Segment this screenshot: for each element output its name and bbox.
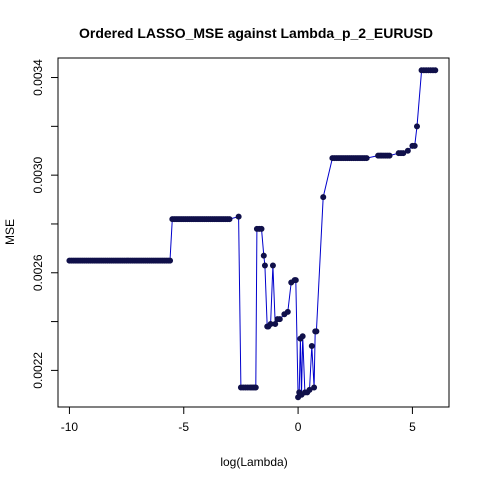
y-tick-label: 0.0022 (31, 352, 45, 389)
data-point (308, 342, 315, 349)
data-point (276, 316, 283, 323)
y-axis: 0.0022 0.0026 0.0030 0.0034 (31, 59, 58, 389)
data-point (432, 67, 439, 74)
data-point (400, 150, 407, 157)
data-point (269, 262, 276, 269)
data-point (363, 155, 370, 162)
series-points (66, 67, 439, 401)
data-point (386, 152, 393, 159)
x-tick-label: -5 (178, 420, 189, 434)
data-point (404, 147, 411, 154)
y-tick-label: 0.0026 (31, 254, 45, 291)
data-point (226, 216, 233, 223)
data-point (313, 328, 320, 335)
chart-title: Ordered LASSO_MSE against Lambda_p_2_EUR… (79, 25, 433, 41)
data-point (299, 333, 306, 340)
data-point (252, 384, 259, 391)
data-point (261, 262, 268, 269)
x-tick-label: 5 (409, 420, 416, 434)
y-axis-label: MSE (3, 219, 17, 245)
data-point (167, 257, 174, 264)
y-tick-label: 0.0034 (31, 59, 45, 96)
data-point (292, 277, 299, 284)
y-tick-label: 0.0030 (31, 156, 45, 193)
x-tick-label: -10 (61, 420, 79, 434)
data-point (413, 123, 420, 130)
data-point (411, 142, 418, 149)
x-axis-label: log(Lambda) (220, 455, 287, 469)
data-point (260, 252, 267, 259)
data-point (320, 194, 327, 201)
x-tick-label: 0 (295, 420, 302, 434)
series-line (69, 69, 436, 398)
plot-frame (57, 57, 450, 408)
data-point (306, 386, 313, 393)
data-point (235, 213, 242, 220)
data-point (272, 321, 279, 328)
data-point (258, 225, 265, 232)
x-axis: -10 -5 0 5 (61, 407, 416, 434)
mse-line (69, 69, 436, 398)
data-point (311, 384, 318, 391)
data-point (284, 308, 291, 315)
